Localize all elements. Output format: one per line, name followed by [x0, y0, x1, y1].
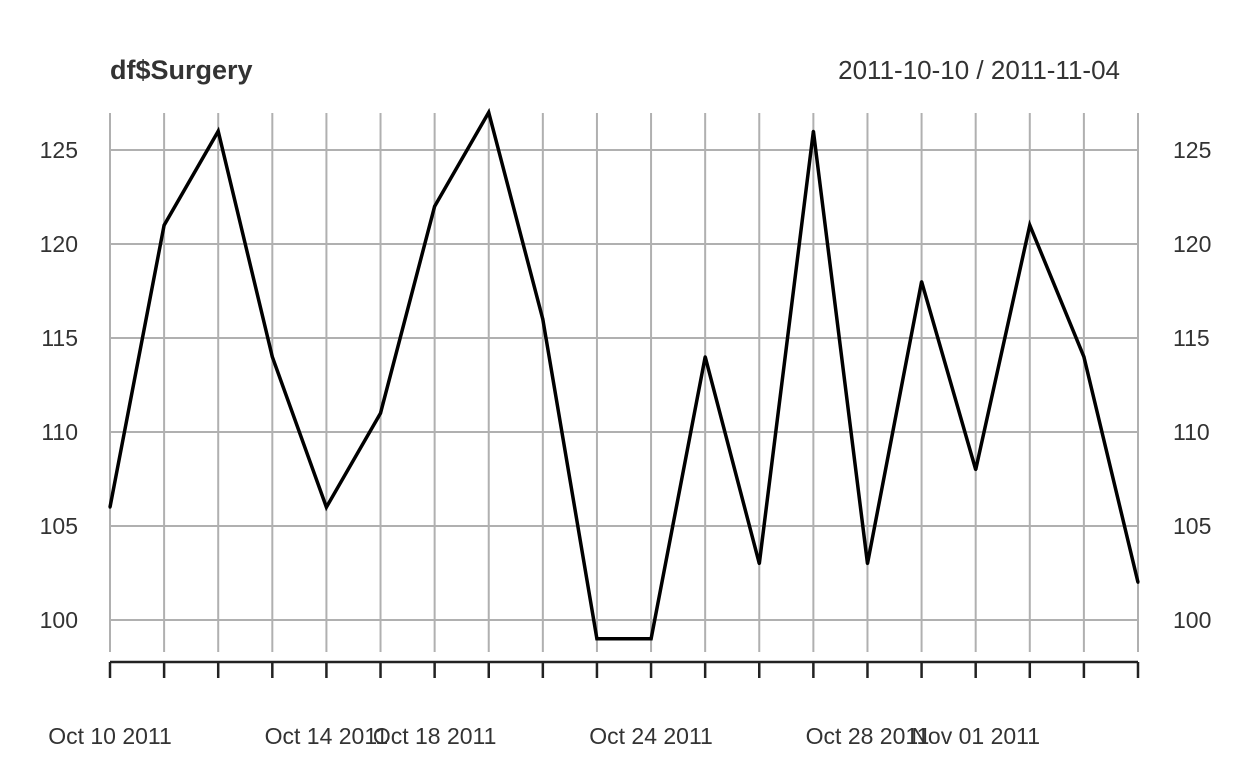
- x-tick-label: Oct 18 2011: [373, 723, 497, 749]
- x-tick-label: Oct 24 2011: [589, 723, 713, 749]
- data-point: [703, 355, 707, 359]
- grid: [109, 113, 1139, 652]
- y-tick-label-right: 110: [1173, 419, 1210, 445]
- data-point: [811, 129, 815, 133]
- data-point: [920, 280, 924, 284]
- data-point: [324, 505, 328, 509]
- y-tick-label-right: 100: [1173, 607, 1211, 633]
- data-point: [216, 129, 220, 133]
- series-layer: [108, 107, 1140, 641]
- data-point: [595, 637, 599, 641]
- y-tick-label-left: 100: [40, 607, 78, 633]
- y-tick-label-left: 115: [41, 325, 78, 351]
- data-point: [1082, 355, 1086, 359]
- data-point: [757, 562, 761, 566]
- labels: 100 100 105 105 110 110 115 115 120 120 125 125 Oct …: [40, 137, 1212, 749]
- chart-title: df$Surgery: [110, 55, 253, 85]
- data-point: [379, 411, 383, 415]
- data-point: [649, 637, 653, 641]
- x-tick-label: Nov 01 2011: [911, 723, 1040, 749]
- y-tick-label-right: 125: [1173, 137, 1211, 163]
- y-tick-label-left: 125: [40, 137, 78, 163]
- data-point: [541, 317, 545, 321]
- y-tick-label-right: 105: [1173, 513, 1211, 539]
- data-point: [487, 110, 491, 114]
- data-point: [974, 468, 978, 472]
- x-tick-label: Oct 10 2011: [48, 723, 172, 749]
- y-tick-label-left: 105: [40, 513, 78, 539]
- y-tick-label-left: 110: [41, 419, 78, 445]
- y-tick-label-right: 120: [1173, 231, 1211, 257]
- series-line: [108, 107, 1140, 641]
- data-point: [1028, 223, 1032, 227]
- data-point: [1136, 580, 1140, 584]
- y-tick-label-right: 115: [1173, 325, 1210, 351]
- data-point: [433, 204, 437, 208]
- data-point: [270, 355, 274, 359]
- date-range: 2011-10-10 / 2011-11-04: [838, 55, 1120, 85]
- x-axis: [108, 660, 1140, 678]
- x-tick-label: Oct 28 2011: [806, 723, 930, 749]
- y-tick-label-left: 120: [40, 231, 78, 257]
- data-point: [162, 223, 166, 227]
- data-point: [865, 562, 869, 566]
- data-point: [108, 505, 112, 509]
- x-tick-label: Oct 14 2011: [265, 723, 389, 749]
